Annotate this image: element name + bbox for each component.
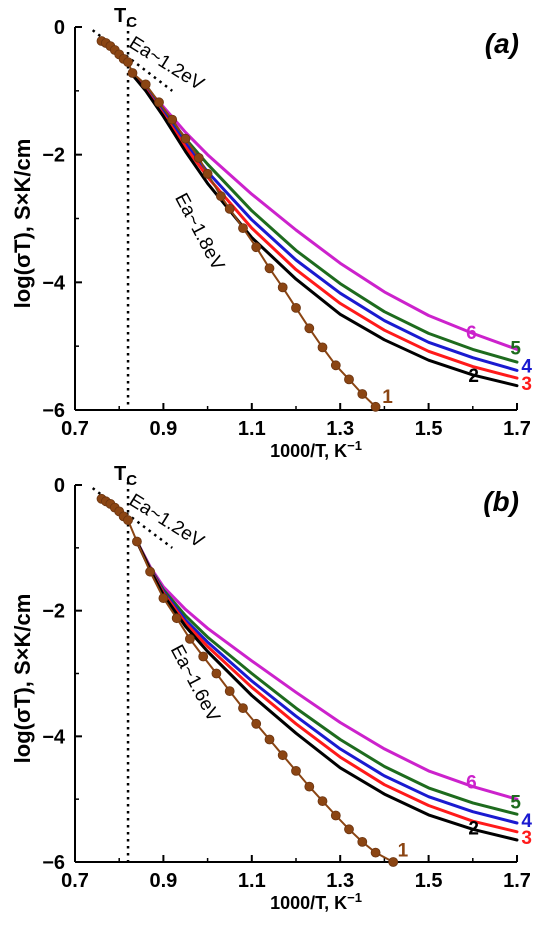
series-3-label: 3 — [521, 828, 532, 849]
series-5-label: 5 — [510, 338, 521, 359]
series-1-point — [304, 781, 315, 792]
tc-label-subscript: C — [126, 472, 137, 489]
series-2-label: 2 — [468, 366, 479, 387]
series-1-point — [357, 389, 368, 399]
series-1-line — [100, 497, 395, 863]
series-1-label: 1 — [382, 387, 393, 408]
series-1-point — [198, 651, 209, 662]
series-2-line — [135, 540, 519, 842]
series-1-point — [251, 718, 262, 729]
series-1-point — [158, 593, 169, 603]
y-tick-label: −4 — [42, 272, 66, 294]
series-1-point — [317, 342, 328, 353]
y-tick-label: 0 — [54, 475, 65, 497]
y-tick-label: −6 — [42, 852, 65, 874]
activation-energy-annotation: Ea~1.8eV — [170, 190, 228, 274]
y-axis-label: log(σT), S×K/cm — [10, 594, 35, 764]
x-tick-label: 0.7 — [61, 418, 89, 440]
x-tick-label: 1.7 — [503, 418, 531, 440]
y-tick-label: 0 — [54, 17, 65, 39]
series-1-point — [330, 810, 341, 821]
series-1-label: 1 — [398, 840, 409, 861]
x-axis-label-exponent: −1 — [347, 438, 362, 453]
series-1-point — [330, 360, 341, 371]
series-5-label: 5 — [510, 793, 521, 814]
tc-label-text: T — [114, 463, 126, 485]
series-1-point — [291, 302, 301, 313]
series-1-point — [145, 566, 156, 577]
series-1-point — [344, 824, 354, 835]
series-1-point — [193, 152, 204, 163]
x-tick-label: 0.7 — [61, 870, 89, 892]
series-1-point — [127, 68, 138, 78]
series-1-point — [131, 536, 142, 547]
series-2-line — [131, 73, 519, 388]
tc-label-subscript: C — [126, 14, 137, 31]
series-6-label: 6 — [466, 323, 477, 344]
series-1-point — [370, 401, 381, 412]
series-1-point — [357, 837, 368, 847]
series-4-label: 4 — [521, 356, 532, 377]
x-tick-label: 1.5 — [415, 870, 443, 892]
series-1-point — [171, 613, 182, 624]
x-tick-label: 0.9 — [149, 870, 177, 892]
y-tick-label: −2 — [42, 601, 65, 623]
x-tick-label: 1.3 — [326, 418, 354, 440]
y-tick-label: −4 — [42, 726, 66, 748]
panel-label: (b) — [483, 486, 519, 517]
chart-panel-b: 0 −2 −4 −60.7 0.9 1.1 1.3 1.5 1.7 1000/T, K−1 log(… — [10, 463, 532, 913]
x-tick-label: 1.1 — [238, 870, 266, 892]
series-1-point — [224, 203, 235, 214]
x-axis-label-text: 1000/T, K — [270, 893, 347, 913]
series-1-point — [317, 796, 328, 806]
chart-panel-a: 0 −2 −4 −60.7 0.9 1.1 1.3 1.5 1.7 1000/T, K−1 log(… — [10, 5, 532, 461]
series-1-point — [224, 686, 235, 696]
series-1-point — [123, 57, 133, 67]
panel-label: (a) — [485, 28, 519, 59]
x-tick-label: 1.1 — [238, 418, 266, 440]
series-1-point — [140, 79, 151, 90]
series-1-point — [154, 97, 164, 108]
series-1-point — [180, 133, 191, 144]
x-tick-label: 1.7 — [503, 870, 531, 892]
series-1-point — [184, 634, 195, 644]
x-axis-label: 1000/T, K−1 — [270, 890, 362, 913]
series-1-point — [215, 191, 226, 202]
series-1-point — [388, 857, 399, 867]
series-1-point — [370, 847, 381, 858]
series-1-point — [264, 734, 275, 745]
series-1-point — [291, 766, 301, 776]
activation-energy-line — [91, 487, 173, 549]
y-tick-label: −6 — [42, 400, 65, 422]
x-axis-label-text: 1000/T, K — [270, 441, 347, 461]
series-1-point — [238, 703, 248, 713]
series-1-point — [344, 374, 354, 385]
series-1-point — [238, 223, 248, 234]
x-axis-label-exponent: −1 — [347, 890, 362, 905]
x-axis-label: 1000/T, K−1 — [270, 438, 362, 461]
series-1-point — [277, 282, 288, 293]
series-1-point — [251, 242, 262, 253]
x-tick-label: 0.9 — [149, 418, 177, 440]
series-1-point — [202, 168, 213, 179]
series-4-label: 4 — [521, 811, 532, 832]
series-3-label: 3 — [521, 374, 532, 395]
y-tick-label: −2 — [42, 145, 65, 167]
x-tick-label: 1.3 — [326, 870, 354, 892]
tc-label-text: T — [114, 5, 126, 27]
series-1-point — [264, 263, 275, 274]
tc-label: TC — [114, 463, 137, 489]
series-1-point — [277, 750, 288, 761]
tc-label: TC — [114, 5, 137, 31]
series-1-line — [100, 40, 377, 408]
series-2-label: 2 — [468, 818, 479, 839]
series-1-point — [304, 323, 315, 334]
y-axis-label: log(σT), S×K/cm — [10, 139, 35, 309]
x-tick-label: 1.5 — [415, 418, 443, 440]
series-1-point — [211, 668, 222, 679]
series-1-point — [123, 515, 133, 526]
series-1-point — [167, 114, 178, 125]
series-6-label: 6 — [466, 773, 477, 794]
